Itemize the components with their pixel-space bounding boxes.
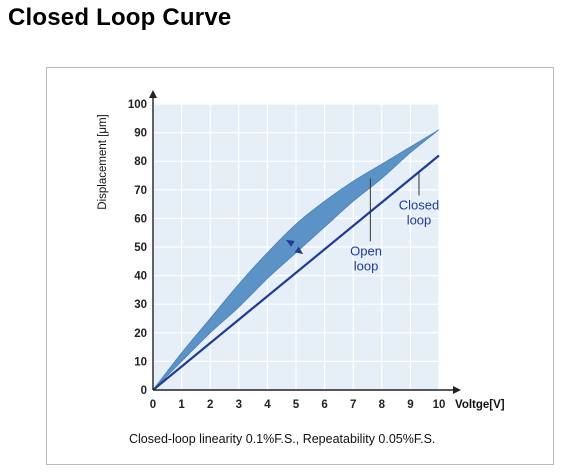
y-tick-label: 60 — [134, 213, 147, 225]
x-tick-label: 9 — [407, 399, 413, 411]
closed-loop-label: Closed — [399, 198, 439, 213]
x-tick-label: 3 — [236, 399, 242, 411]
x-tick-label: 6 — [321, 399, 327, 411]
y-axis-title: Displacement [μm] — [97, 114, 109, 209]
x-tick-label: 10 — [433, 399, 446, 411]
y-tick-label: 90 — [134, 128, 147, 140]
y-tick-label: 30 — [134, 299, 147, 311]
x-axis-title: Voltge[V] — [455, 399, 505, 411]
y-tick-label: 70 — [134, 185, 147, 197]
y-tick-label: 80 — [134, 156, 147, 168]
x-tick-label: 7 — [350, 399, 356, 411]
y-tick-label: 20 — [134, 328, 147, 340]
x-tick-label: 8 — [379, 399, 386, 411]
closed-loop-line — [152, 154, 440, 391]
open-loop-label: loop — [354, 258, 379, 273]
open-loop-hysteresis-band — [152, 129, 440, 391]
page-title: Closed Loop Curve — [8, 4, 232, 31]
x-tick-labels: 0 1 2 3 4 5 6 7 8 9 10 — [150, 399, 446, 411]
x-tick-label: 1 — [178, 399, 185, 411]
chart-caption: Closed-loop linearity 0.1%F.S., Repeatab… — [129, 432, 435, 446]
open-loop-label: Open — [350, 243, 382, 258]
y-tick-label: 10 — [134, 356, 147, 368]
direction-arrow-icon — [285, 239, 295, 247]
axes — [149, 90, 461, 394]
x-tick-label: 0 — [150, 399, 156, 411]
y-axis-arrow-icon — [149, 90, 157, 98]
y-tick-label: 40 — [134, 271, 147, 283]
x-tick-label: 5 — [293, 399, 300, 411]
closed-loop-label: loop — [407, 213, 432, 228]
x-axis-arrow-icon — [453, 386, 461, 394]
x-tick-label: 2 — [207, 399, 213, 411]
direction-arrow-icon — [294, 246, 304, 255]
y-tick-label: 0 — [141, 385, 147, 397]
y-tick-label: 50 — [134, 242, 147, 254]
y-tick-labels: 0 10 20 30 40 50 60 70 80 90 100 — [128, 99, 147, 397]
x-tick-label: 4 — [264, 399, 271, 411]
y-tick-label: 100 — [128, 99, 147, 111]
